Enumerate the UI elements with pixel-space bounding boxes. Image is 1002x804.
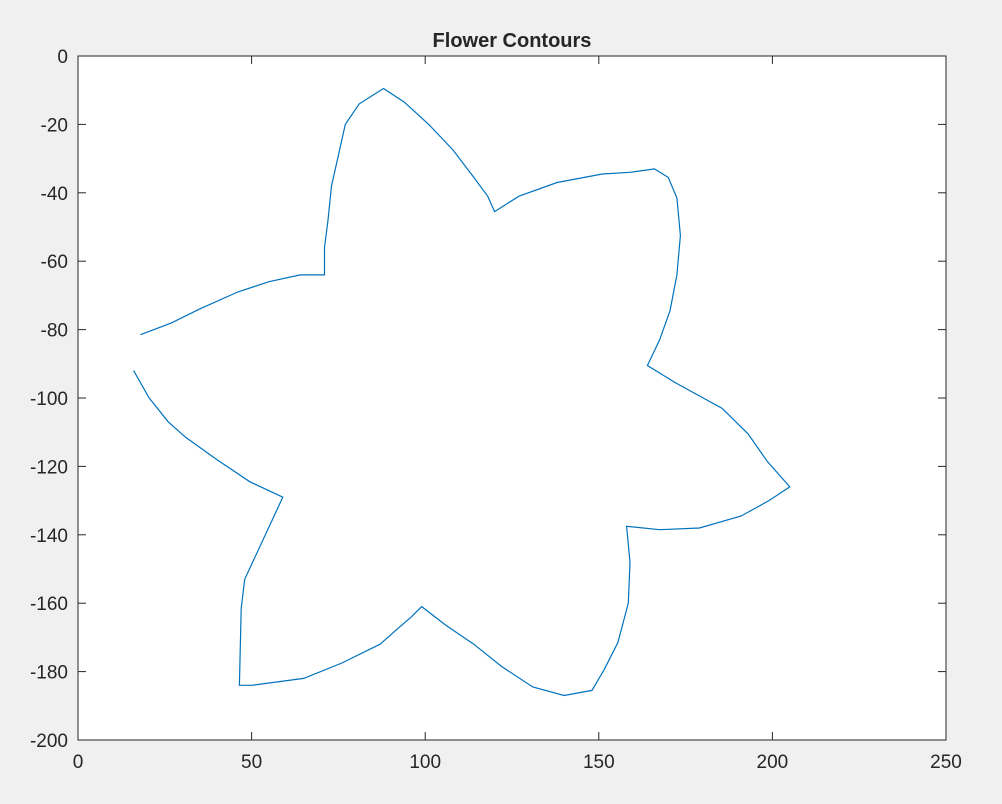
y-tick-label: -60: [41, 252, 68, 273]
y-tick-label: -100: [30, 389, 68, 410]
y-tick-label: -80: [41, 321, 68, 342]
y-tick-label: -140: [30, 526, 68, 547]
x-tick-label: 200: [757, 752, 789, 773]
y-tick-label: -40: [41, 184, 68, 205]
x-tick-label: 50: [241, 752, 262, 773]
series-line-0: [133, 87, 791, 697]
contour-series: [133, 87, 791, 697]
x-tick-label: 0: [73, 752, 84, 773]
x-tick-label: 250: [930, 752, 962, 773]
y-tick-label: -180: [30, 663, 68, 684]
y-tick-label: -160: [30, 594, 68, 615]
y-axis-ticks: 0 -20 -40 -60 -80 -100 -120 -140 -160 -180 -200: [30, 47, 946, 752]
y-tick-label: -120: [30, 457, 68, 478]
y-tick-label: -20: [41, 115, 68, 136]
x-axis-ticks: 0 50 100 150 200 250: [73, 56, 962, 773]
y-tick-label: -200: [30, 731, 68, 752]
x-tick-label: 100: [409, 752, 441, 773]
y-tick-label: 0: [57, 47, 68, 68]
axes-box: [77, 55, 947, 741]
plot-area: [78, 56, 946, 740]
chart-title: Flower Contours: [433, 30, 592, 52]
x-tick-label: 150: [583, 752, 615, 773]
